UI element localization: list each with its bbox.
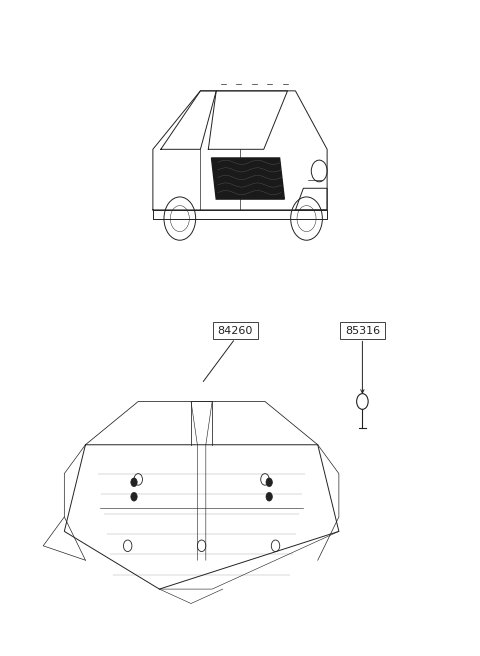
Circle shape — [266, 478, 272, 487]
Circle shape — [266, 493, 272, 501]
Polygon shape — [212, 158, 284, 199]
Text: 85316: 85316 — [345, 327, 380, 337]
Circle shape — [131, 478, 137, 487]
Circle shape — [131, 493, 137, 501]
FancyBboxPatch shape — [213, 322, 258, 339]
Text: 84260: 84260 — [217, 327, 253, 337]
Text: 84260: 84260 — [217, 325, 253, 336]
Text: 85316: 85316 — [345, 325, 380, 336]
FancyBboxPatch shape — [340, 322, 385, 339]
